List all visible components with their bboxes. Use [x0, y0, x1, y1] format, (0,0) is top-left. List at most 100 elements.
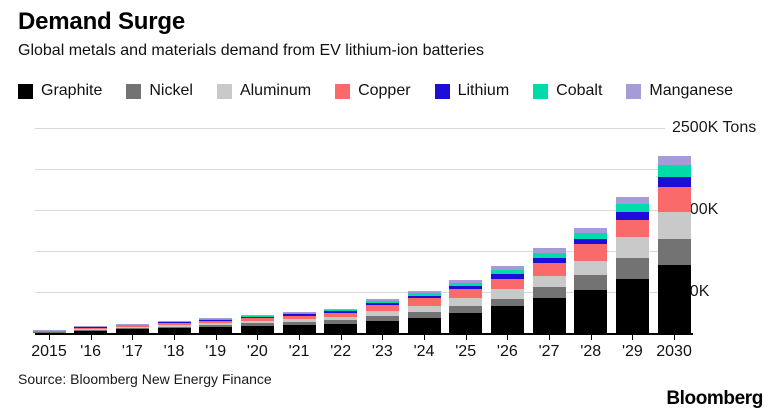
bar-29 — [615, 196, 649, 333]
x-axis-label-25: '25 — [455, 343, 477, 360]
bar-segment-copper — [532, 263, 566, 277]
source-attribution: Source: Bloomberg New Energy Finance — [18, 371, 272, 387]
x-axis-label-24: '24 — [413, 343, 435, 360]
bar-segment-nickel — [490, 299, 524, 307]
chart-title: Demand Surge — [18, 8, 185, 35]
bar-segment-cobalt — [240, 315, 274, 317]
y-axis-label-2500k: 2500K Tons — [672, 119, 757, 136]
bar-segment-graphite — [449, 312, 483, 333]
x-axis-tick — [382, 335, 384, 340]
bar-segment-nickel — [282, 321, 316, 325]
legend-item-lithium: Lithium — [434, 82, 510, 100]
bar-segment-cobalt — [282, 312, 316, 315]
x-axis-tick — [549, 335, 551, 340]
bar-segment-aluminum — [199, 323, 233, 326]
bar-segment-nickel — [615, 258, 649, 279]
bar-19 — [199, 318, 233, 333]
x-axis-tick — [674, 335, 676, 340]
bar-2015 — [32, 330, 66, 333]
legend-label: Cobalt — [556, 82, 603, 99]
bar-segment-graphite — [490, 306, 524, 333]
bar-segment-graphite — [532, 298, 566, 333]
bar-segment-nickel — [240, 323, 274, 326]
bar-segment-aluminum — [365, 311, 399, 317]
legend-swatch-graphite — [18, 83, 33, 99]
legend-swatch-aluminum — [216, 83, 232, 99]
legend-swatch-cobalt — [533, 83, 549, 99]
bar-segment-manganese — [449, 280, 483, 284]
legend-item-aluminum: Aluminum — [216, 82, 311, 100]
legend-item-cobalt: Cobalt — [533, 82, 602, 100]
bar-segment-lithium — [157, 321, 191, 323]
bar-segment-copper — [365, 305, 399, 312]
gridline-500k — [35, 292, 665, 293]
bar-segment-lithium — [657, 177, 691, 188]
x-axis-label-22: '22 — [330, 343, 352, 360]
bar-segment-cobalt — [615, 203, 649, 212]
bar-segment-manganese — [574, 228, 608, 234]
bar-segment-aluminum — [282, 318, 316, 322]
x-axis-tick — [632, 335, 634, 340]
bar-segment-lithium — [282, 314, 316, 316]
legend-item-nickel: Nickel — [126, 82, 193, 100]
bar-segment-lithium — [365, 303, 399, 306]
bar-segment-cobalt — [449, 283, 483, 287]
bar-segment-nickel — [324, 320, 358, 324]
bar-segment-lithium — [532, 258, 566, 264]
bar-segment-copper — [282, 315, 316, 319]
bar-segment-graphite — [282, 324, 316, 333]
bar-segment-graphite — [574, 289, 608, 333]
bar-segment-graphite — [115, 329, 149, 333]
legend-item-graphite: Graphite — [18, 82, 102, 100]
bar-segment-graphite — [657, 265, 691, 333]
x-axis-tick — [215, 335, 217, 340]
bar-segment-aluminum — [157, 324, 191, 327]
bar-18 — [157, 320, 191, 333]
x-axis-label-17: '17 — [121, 343, 143, 360]
bar-segment-cobalt — [115, 323, 149, 325]
bar-26 — [490, 266, 524, 333]
bar-segment-cobalt — [365, 301, 399, 304]
legend-label: Lithium — [457, 82, 510, 99]
x-axis-label-23: '23 — [371, 343, 393, 360]
bar-segment-cobalt — [532, 253, 566, 259]
legend-label: Copper — [358, 82, 411, 99]
gridline-1500k — [35, 210, 665, 211]
bar-segment-graphite — [199, 327, 233, 333]
bar-segment-aluminum — [615, 237, 649, 259]
bar-segment-lithium — [407, 295, 441, 298]
x-axis-label-16: '16 — [80, 343, 102, 360]
bar-segment-copper — [157, 322, 191, 325]
bar-24 — [407, 290, 441, 333]
bar-segment-graphite — [32, 332, 66, 333]
bar-segment-aluminum — [74, 328, 108, 330]
x-axis-tick — [465, 335, 467, 340]
bar-2030 — [657, 155, 691, 333]
x-axis-tick — [424, 335, 426, 340]
x-axis-tick — [90, 335, 92, 340]
bar-17 — [115, 323, 149, 333]
bar-segment-lithium — [199, 319, 233, 321]
bar-segment-copper — [407, 297, 441, 306]
bar-segment-aluminum — [574, 260, 608, 276]
bar-segment-lithium — [240, 317, 274, 319]
bar-segment-copper — [657, 187, 691, 212]
bar-segment-manganese — [657, 155, 691, 165]
bar-segment-graphite — [240, 325, 274, 333]
x-axis-label-19: '19 — [205, 343, 227, 360]
bar-segment-graphite — [407, 318, 441, 333]
bar-segment-cobalt — [324, 309, 358, 312]
bar-segment-cobalt — [490, 269, 524, 275]
legend-swatch-copper — [335, 83, 351, 99]
bloomberg-logo: Bloomberg — [666, 388, 763, 409]
x-axis-tick — [49, 335, 50, 340]
bar-segment-graphite — [74, 330, 108, 333]
bar-segment-cobalt — [407, 293, 441, 296]
bar-segment-manganese — [324, 308, 358, 310]
gridline-1000k — [35, 251, 665, 252]
bar-segment-aluminum — [407, 305, 441, 313]
bar-segment-manganese — [532, 248, 566, 254]
bar-segment-copper — [574, 244, 608, 261]
bar-16 — [74, 326, 108, 333]
legend-item-manganese: Manganese — [626, 82, 733, 100]
